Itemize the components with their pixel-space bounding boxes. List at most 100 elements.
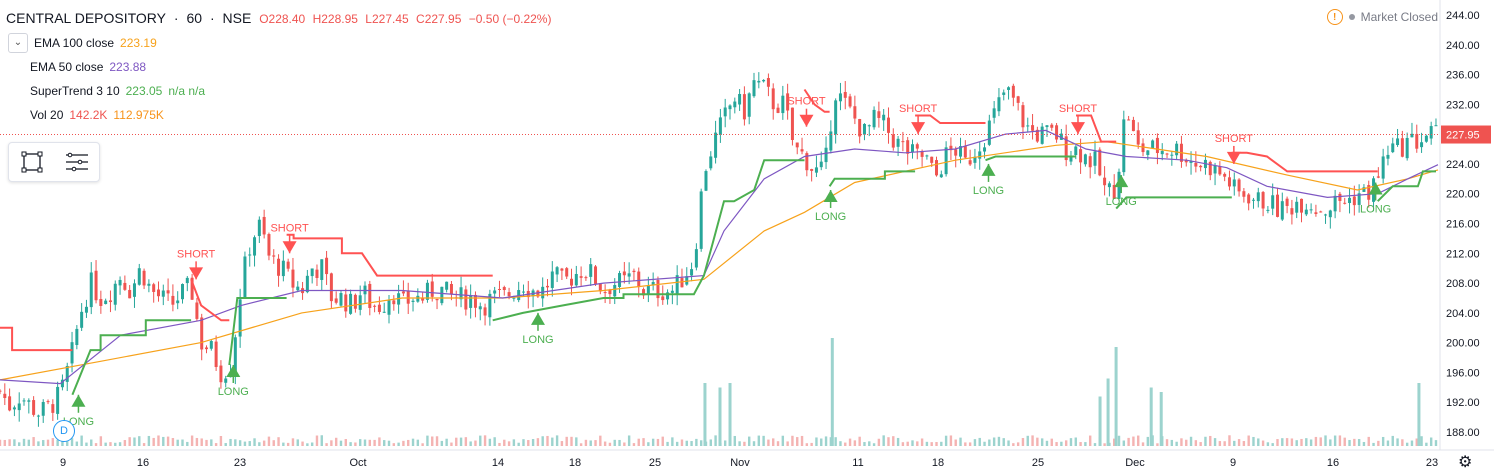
market-status-label: Market Closed	[1360, 10, 1438, 24]
candle-body	[1064, 136, 1068, 161]
candle-body	[891, 134, 895, 148]
volume-bar	[1088, 435, 1092, 446]
time-tick-label: 16	[137, 457, 149, 469]
drawing-toolbar	[8, 142, 100, 182]
market-status[interactable]: ! Market Closed	[1326, 9, 1438, 25]
volume-bar	[651, 438, 655, 446]
volume-bar	[964, 442, 967, 446]
volume-bar	[1319, 437, 1322, 446]
short-signal-label: SHORT	[787, 96, 826, 108]
volume-bar	[32, 437, 35, 446]
volume-bar	[339, 440, 343, 446]
volume-bar	[1338, 435, 1342, 446]
volume-bar	[272, 440, 275, 446]
candle-body	[910, 144, 914, 153]
list-lines-icon[interactable]	[62, 147, 92, 177]
candle-body	[728, 105, 732, 110]
candle-body	[238, 299, 242, 337]
volume-bar	[296, 439, 299, 446]
candle-body	[1400, 138, 1404, 157]
candle-body	[930, 156, 934, 163]
volume-bar	[498, 442, 501, 446]
candle-body	[243, 256, 247, 298]
volume-bar	[575, 437, 578, 446]
candle-body	[603, 292, 607, 294]
volume-spike-bar	[1106, 378, 1110, 446]
candle-body	[277, 258, 281, 276]
volume-bar	[383, 440, 386, 446]
volume-bar	[1156, 443, 1159, 446]
symbol-title: CENTRAL DEPOSITORY · 60 · NSE O228.40 H2…	[6, 6, 559, 31]
volume-bar	[762, 435, 765, 446]
volume-bar	[1305, 438, 1308, 446]
long-signal-label: LONG	[522, 334, 553, 346]
volume-bar	[776, 441, 780, 446]
volume-bar	[1233, 440, 1236, 446]
candle-body	[906, 140, 910, 154]
candle-body	[872, 109, 876, 128]
candle-body	[3, 393, 7, 399]
candle-body	[94, 270, 98, 301]
time-tick-label: 25	[1032, 457, 1044, 469]
candle-body	[1285, 198, 1289, 206]
time-tick-label: 25	[649, 457, 661, 469]
price-tick-label: 192.00	[1446, 397, 1480, 409]
volume-bar	[1329, 439, 1332, 446]
volume-bar	[517, 442, 520, 446]
candle-body	[762, 79, 766, 82]
volume-bar	[1377, 440, 1380, 446]
price-tick-label: 232.00	[1446, 99, 1480, 111]
candle-body	[939, 174, 943, 178]
volume-bar	[1333, 435, 1337, 446]
volume-bar	[1367, 436, 1370, 446]
volume-bar	[1324, 435, 1327, 446]
candle-body	[786, 93, 790, 111]
candle-body	[219, 365, 223, 383]
candle-body	[858, 119, 862, 137]
indicator-row-ema100[interactable]: ⌄ EMA 100 close 223.19	[6, 31, 559, 55]
supertrend-down-segment	[286, 233, 493, 277]
candle-body	[421, 298, 425, 301]
collapse-chevron-icon[interactable]: ⌄	[8, 33, 28, 53]
dividend-marker-icon[interactable]: D	[53, 420, 75, 442]
price-tick-label: 196.00	[1446, 367, 1480, 379]
volume-bar	[310, 442, 314, 446]
volume-bar	[85, 442, 88, 446]
supertrend-up-segment	[71, 319, 192, 396]
indicator-row-volume[interactable]: Vol 20 142.2K 112.975K	[30, 103, 559, 127]
volume-bar	[680, 439, 684, 446]
long-arrow-icon	[1368, 182, 1383, 195]
indicator-row-supertrend[interactable]: SuperTrend 3 10 223.05 n/a n/a	[30, 79, 559, 103]
time-tick-label: 9	[60, 457, 66, 469]
volume-bar	[118, 442, 122, 446]
volume-bar	[1434, 440, 1438, 446]
volume-bar	[1290, 438, 1294, 446]
candle-body	[1386, 154, 1390, 159]
candle-body	[1348, 197, 1352, 204]
candle-body	[757, 80, 761, 83]
volume-bar	[1055, 442, 1058, 446]
indicator-value: 223.88	[109, 60, 147, 74]
candle-body	[46, 401, 50, 403]
candle-body	[718, 117, 722, 135]
candle-body	[1079, 149, 1083, 163]
volume-bar	[791, 435, 794, 446]
candle-body	[507, 292, 511, 297]
volume-bar	[848, 438, 852, 446]
indicator-row-ema50[interactable]: EMA 50 close 223.88	[30, 55, 559, 79]
volume-bar	[349, 442, 352, 446]
volume-bar	[234, 439, 237, 446]
gear-icon[interactable]: ⚙	[1458, 454, 1473, 471]
candle-body	[205, 347, 209, 350]
short-signal-label: SHORT	[177, 248, 216, 260]
supertrend-up-segment	[1376, 170, 1436, 202]
long-signal-label: LONG	[1360, 204, 1391, 216]
last-price-tag	[1441, 125, 1491, 144]
short-signal-label: SHORT	[1059, 103, 1098, 115]
volume-bar	[459, 437, 463, 446]
candle-body	[320, 259, 324, 280]
select-rectangle-icon[interactable]	[17, 147, 47, 177]
price-tick-label: 212.00	[1446, 248, 1480, 260]
candle-body	[176, 300, 180, 304]
